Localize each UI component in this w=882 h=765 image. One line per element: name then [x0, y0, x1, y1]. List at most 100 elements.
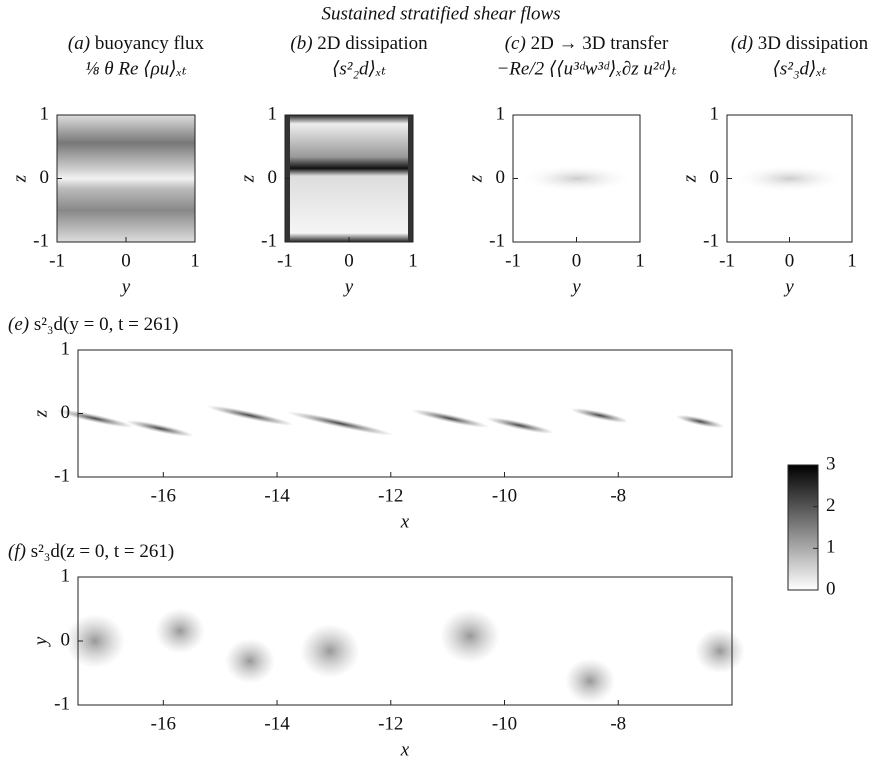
heatmap-edge	[408, 115, 413, 242]
y-tick-label: 0	[268, 167, 278, 188]
panel-label: (e)	[8, 314, 29, 335]
heatmap-streak	[125, 420, 195, 437]
panel-label: (d)	[731, 33, 753, 54]
x-tick-label: -10	[492, 485, 517, 506]
x-tick-label: 1	[190, 250, 200, 271]
x-tick-label: -14	[264, 485, 290, 506]
panel: (f) s²₃d(z = 0, t = 261)-16 -14 -12 -10 -8-1…	[8, 541, 745, 760]
x-tick-label: -10	[492, 713, 517, 734]
panel-subtitle: ⅛ θ Re ⟨ρu⟩ₓₜ	[85, 58, 187, 79]
x-tick-label: 0	[121, 250, 131, 271]
y-tick-label: 1	[496, 103, 506, 124]
panel: (c) 2D → 3D transfer −Re/2 ⟨⟨u³ᵈw³ᵈ⟩ₓ∂z u…	[465, 33, 677, 297]
heatmap-streak	[485, 417, 555, 434]
y-tick-label: 0	[496, 167, 506, 188]
y-tick-label: 0	[710, 167, 720, 188]
colorbar-tick-label: 2	[826, 495, 836, 516]
heatmap-field	[285, 115, 413, 242]
heatmap-streak	[286, 411, 394, 436]
heatmap-streak	[205, 405, 295, 426]
heatmap-blob	[695, 628, 745, 674]
x-tick-label: -16	[151, 485, 176, 506]
x-tick-label: 1	[408, 250, 418, 271]
y-tick-label: 1	[61, 565, 71, 586]
panel-title: (a) buoyancy flux	[68, 33, 205, 54]
y-axis-label: z	[30, 409, 51, 418]
panel-label: (c)	[505, 33, 526, 54]
panel: (d) 3D dissipation ⟨s²₃d⟩ₓₜ -1 0 1 -1 0 1 y z	[679, 33, 868, 297]
x-tick-label: 0	[344, 250, 354, 271]
y-tick-label: 1	[268, 103, 278, 124]
y-axis-label: z	[465, 174, 486, 183]
panel-label: (f)	[8, 541, 26, 562]
x-tick-label: -8	[610, 485, 626, 506]
heatmap-streak	[675, 414, 725, 429]
y-tick-label: -1	[703, 230, 719, 251]
heatmap-streak	[410, 409, 490, 428]
heatmap-blob	[65, 614, 125, 668]
x-axis-label: y	[783, 276, 794, 297]
heatmap-blob	[565, 658, 615, 704]
panel-subtitle: ⟨s²₂d⟩ₓₜ	[332, 58, 386, 79]
y-tick-label: 0	[61, 402, 71, 423]
heatmap-blob	[225, 638, 275, 684]
y-axis-label: y	[30, 636, 51, 647]
plot-frame	[77, 349, 733, 478]
y-tick-label: 0	[40, 167, 50, 188]
panel-label: (a)	[68, 33, 90, 54]
panel-title: (e) s²₃d(y = 0, t = 261)	[8, 314, 178, 335]
x-tick-label: -16	[151, 713, 176, 734]
y-tick-label: -1	[54, 465, 70, 486]
x-axis-label: x	[400, 739, 410, 760]
x-tick-label: -1	[277, 250, 293, 271]
panel-title: (c) 2D → 3D transfer	[505, 33, 669, 54]
heatmap-blob	[440, 609, 500, 663]
x-tick-label: -12	[378, 713, 403, 734]
panel-title-text: 3D dissipation	[758, 33, 869, 54]
y-axis-label: z	[679, 174, 700, 183]
x-tick-label: -1	[505, 250, 521, 271]
panel-title: (f) s²₃d(z = 0, t = 261)	[8, 541, 174, 562]
x-tick-label: -8	[610, 713, 626, 734]
heatmap-field	[57, 115, 195, 242]
x-tick-label: -12	[378, 485, 403, 506]
heatmap-field	[733, 164, 846, 193]
panel-title-text: s²₃d(z = 0, t = 261)	[31, 541, 175, 562]
colorbar-tick-label: 1	[826, 537, 836, 558]
y-tick-label: 1	[61, 338, 71, 359]
panel-title-text: 2D → 3D transfer	[531, 33, 669, 54]
y-axis-label: z	[9, 174, 30, 183]
x-axis-label: x	[400, 511, 410, 532]
x-axis-label: y	[570, 276, 581, 297]
x-tick-label: 1	[635, 250, 645, 271]
x-tick-label: 1	[847, 250, 857, 271]
heatmap-blob	[300, 624, 360, 678]
colorbar-gradient	[787, 464, 819, 591]
y-axis-label: z	[237, 174, 258, 183]
x-axis-label: y	[120, 276, 131, 297]
panel: (b) 2D dissipation ⟨s²₂d⟩ₓₜ -1 0 1 -1 0 1 y z	[237, 33, 428, 297]
heatmap-field	[519, 164, 634, 193]
y-tick-label: -1	[54, 693, 70, 714]
y-tick-label: 1	[710, 103, 720, 124]
x-tick-label: -14	[264, 713, 290, 734]
x-tick-label: 0	[572, 250, 582, 271]
panel-subtitle: ⟨s²₃d⟩ₓₜ	[772, 58, 826, 79]
panel: (a) buoyancy flux ⅛ θ Re ⟨ρu⟩ₓₜ -1 0 1 -1 0 1 y z	[9, 33, 204, 297]
panel-subtitle: −Re/2 ⟨⟨u³ᵈw³ᵈ⟩ₓ∂z u²ᵈ⟩ₜ	[496, 58, 676, 79]
panel-title-text: buoyancy flux	[95, 33, 205, 54]
y-tick-label: -1	[489, 230, 505, 251]
y-tick-label: 0	[61, 629, 71, 650]
panel-title: (d) 3D dissipation	[731, 33, 869, 54]
colorbar-tick-label: 3	[826, 453, 836, 474]
panel-title-text: 2D dissipation	[317, 33, 428, 54]
panel-title: (b) 2D dissipation	[290, 33, 428, 54]
y-tick-label: -1	[33, 230, 49, 251]
panel-title-text: s²₃d(y = 0, t = 261)	[34, 314, 179, 335]
x-tick-label: -1	[719, 250, 735, 271]
colorbar: 0 1 2 3	[787, 453, 836, 599]
x-tick-label: 0	[785, 250, 795, 271]
heatmap-streak	[55, 409, 135, 428]
heatmap-streak	[570, 408, 630, 423]
